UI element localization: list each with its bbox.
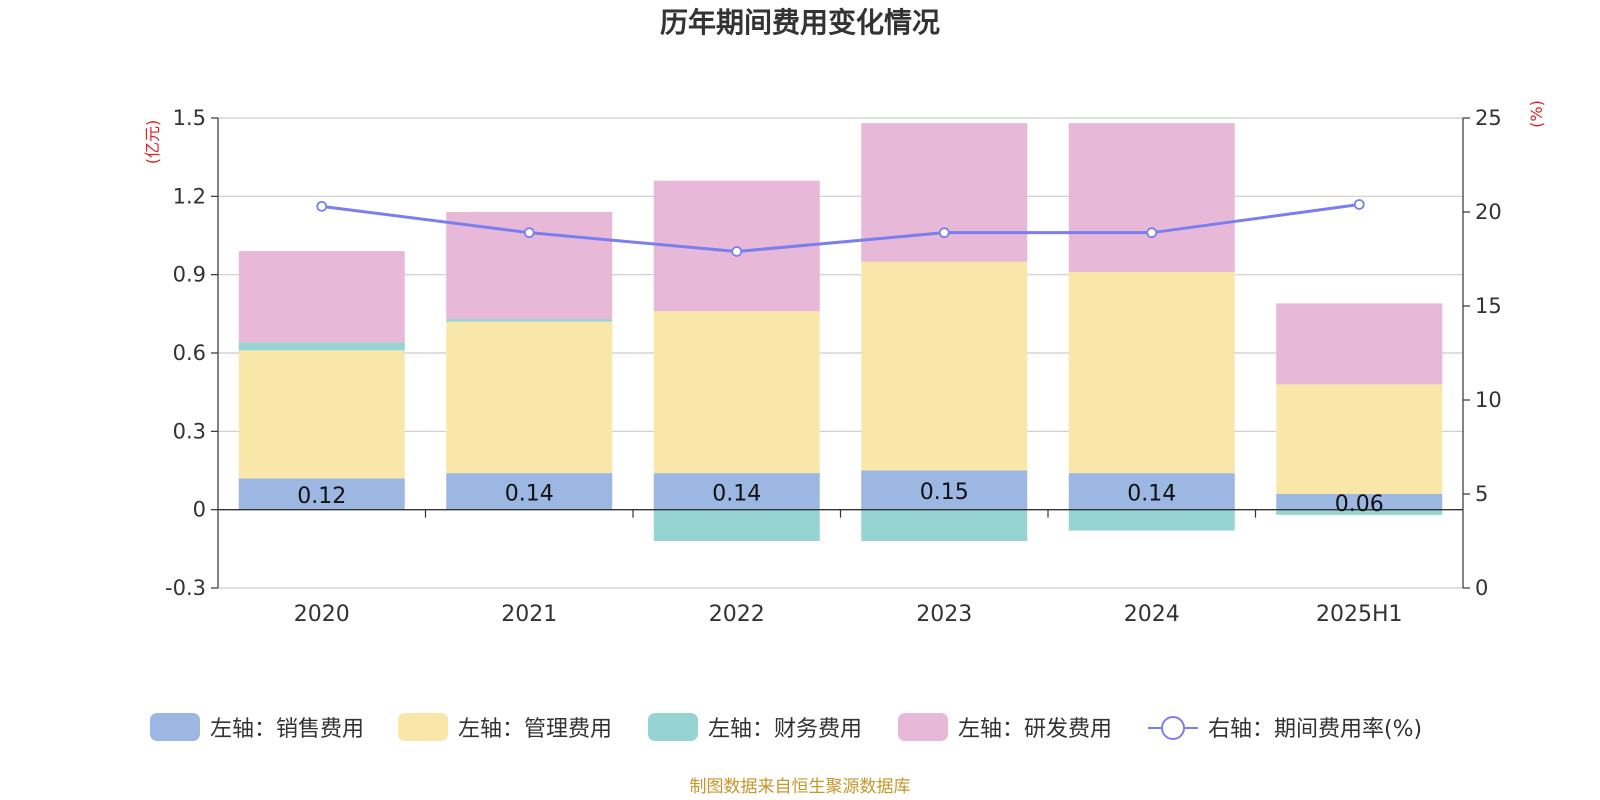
bars <box>238 123 1443 541</box>
rate-point <box>1146 227 1158 239</box>
left-axis-unit: (亿元) <box>143 120 162 165</box>
legend-swatch <box>898 713 948 741</box>
axes: 1.5 1.2 0.9 0.6 0.3 0 -0.3 25 20 15 10 5 0 (亿元) (%) 202… <box>143 100 1546 627</box>
footer-source: 制图数据来自恒生聚源数据库 <box>690 777 911 797</box>
legend-marker <box>1161 716 1185 740</box>
bar-segment <box>1276 384 1443 494</box>
category-label: 2021 <box>501 602 557 627</box>
category-label: 2025H1 <box>1316 602 1403 627</box>
bar-segment <box>446 473 613 510</box>
data-labels: 0.12 0.14 0.14 0.15 0.14 0.06 <box>297 480 1383 517</box>
legend-label: 左轴：销售费用 <box>210 717 364 742</box>
data-label: 0.06 <box>1335 492 1384 517</box>
bar-segment <box>1276 303 1443 385</box>
bar-segment <box>861 470 1028 510</box>
bar-segment <box>1068 123 1235 273</box>
legend-label: 左轴：研发费用 <box>958 717 1112 742</box>
legend-swatch <box>398 713 448 741</box>
category-label: 2024 <box>1124 602 1180 627</box>
bar-segment <box>238 478 405 510</box>
right-tick-label: 10 <box>1475 388 1502 412</box>
bar-segment <box>1276 494 1443 510</box>
bar-segment <box>1068 509 1235 531</box>
rate-point <box>731 246 743 257</box>
rate-point <box>1353 199 1365 210</box>
bar-segment <box>861 509 1028 541</box>
legend-swatch <box>150 713 200 741</box>
legend: 左轴：销售费用 左轴：管理费用 左轴：财务费用 左轴：研发费用 右轴：期间费用率(%) <box>150 713 1422 742</box>
bar-segment <box>446 321 613 474</box>
rate-point <box>316 200 328 212</box>
right-tick-label: 5 <box>1475 482 1488 506</box>
data-label: 0.15 <box>920 480 969 505</box>
left-tick-label: 0.3 <box>173 419 206 443</box>
bar-segment <box>861 123 1028 262</box>
data-label: 0.14 <box>1127 481 1176 506</box>
legend-label: 左轴：财务费用 <box>708 717 862 742</box>
bar-segment <box>653 311 820 474</box>
data-label: 0.14 <box>505 481 554 506</box>
legend-swatch <box>648 713 698 741</box>
data-label: 0.12 <box>297 484 346 509</box>
chart-title: 历年期间费用变化情况 <box>660 6 940 39</box>
bar-segment <box>238 251 405 343</box>
left-tick-label: 0.6 <box>173 341 206 365</box>
category-label: 2023 <box>916 602 972 627</box>
bar-segment <box>238 342 405 351</box>
bar-segment <box>446 319 613 322</box>
bar-segment <box>1068 272 1235 474</box>
rate-line <box>316 199 1365 257</box>
right-tick-label: 0 <box>1475 576 1488 600</box>
bar-segment <box>238 350 405 479</box>
left-tick-label: 1.2 <box>173 184 206 208</box>
left-tick-label: 0.9 <box>173 263 206 287</box>
rate-point <box>938 227 950 239</box>
right-axis-unit: (%) <box>1527 100 1546 128</box>
rate-line-path <box>321 202 1360 253</box>
left-tick-label: 1.5 <box>173 106 206 130</box>
bar-segment <box>861 261 1028 471</box>
bar-segment <box>653 473 820 510</box>
right-tick-label: 25 <box>1475 106 1502 130</box>
gridlines <box>218 117 1463 589</box>
category-label: 2020 <box>294 602 350 627</box>
legend-label: 左轴：管理费用 <box>458 717 612 742</box>
rate-point <box>523 227 535 239</box>
right-tick-label: 15 <box>1475 294 1502 318</box>
bar-segment <box>1068 473 1235 510</box>
left-tick-label: 0 <box>193 498 206 522</box>
legend-label: 右轴：期间费用率(%) <box>1208 717 1422 742</box>
left-tick-label: -0.3 <box>165 576 206 600</box>
right-tick-label: 20 <box>1475 200 1502 224</box>
bar-segment <box>653 509 820 541</box>
bar-segment <box>1276 509 1443 515</box>
data-label: 0.14 <box>712 481 761 506</box>
category-label: 2022 <box>709 602 765 627</box>
